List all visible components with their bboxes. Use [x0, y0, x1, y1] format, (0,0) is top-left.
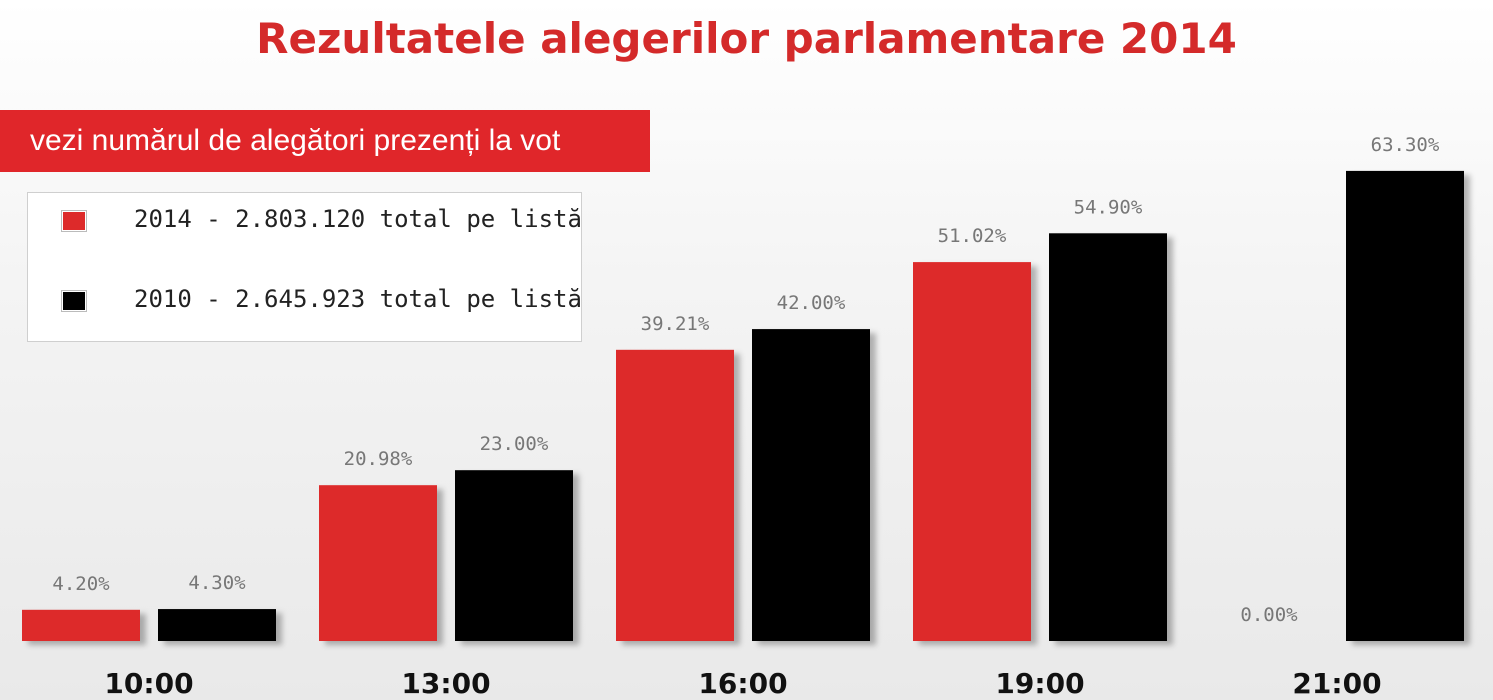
category-label-1900: 19:00: [995, 667, 1084, 700]
bar-2010-1000: [158, 609, 276, 641]
bar-2014-1900: [913, 262, 1031, 641]
legend-swatch-2010: [62, 291, 86, 311]
legend-swatch-2014: [62, 211, 86, 231]
value-label-2010-1600: 42.00%: [777, 292, 846, 314]
bar-2014-1600: [616, 349, 734, 641]
value-label-2014-1900: 51.02%: [938, 225, 1007, 247]
value-label-2010-1000: 4.30%: [188, 572, 246, 594]
value-label-2010-1300: 23.00%: [480, 433, 549, 455]
value-label-2010-1900: 54.90%: [1074, 196, 1143, 218]
category-label-1600: 16:00: [698, 667, 787, 700]
legend: 2014 - 2.803.120 total pe listă 2010 - 2…: [27, 192, 582, 342]
category-label-1300: 13:00: [401, 667, 490, 700]
bar-2010-1300: [455, 470, 573, 641]
chart-title: Rezultatele alegerilor parlamentare 2014: [256, 14, 1237, 63]
value-label-2014-1000: 4.20%: [52, 573, 110, 595]
bar-2014-1300: [319, 485, 437, 641]
value-label-2014-2100: 0.00%: [1240, 604, 1298, 626]
bar-2010-2100: [1346, 170, 1464, 641]
bar-2014-1000: [22, 609, 140, 641]
value-label-2014-1300: 20.98%: [344, 448, 413, 470]
category-label-1000: 10:00: [104, 667, 193, 700]
view-voters-present-button[interactable]: vezi numărul de alegători prezenți la vo…: [0, 110, 650, 172]
legend-label-2010: 2010 - 2.645.923 total pe listă: [134, 285, 582, 313]
value-label-2010-2100: 63.30%: [1371, 134, 1440, 156]
value-label-2014-1600: 39.21%: [641, 313, 710, 335]
category-label-2100: 21:00: [1292, 667, 1381, 700]
bar-2010-1600: [752, 329, 870, 641]
bar-2010-1900: [1049, 233, 1167, 642]
legend-label-2014: 2014 - 2.803.120 total pe listă: [134, 205, 582, 233]
